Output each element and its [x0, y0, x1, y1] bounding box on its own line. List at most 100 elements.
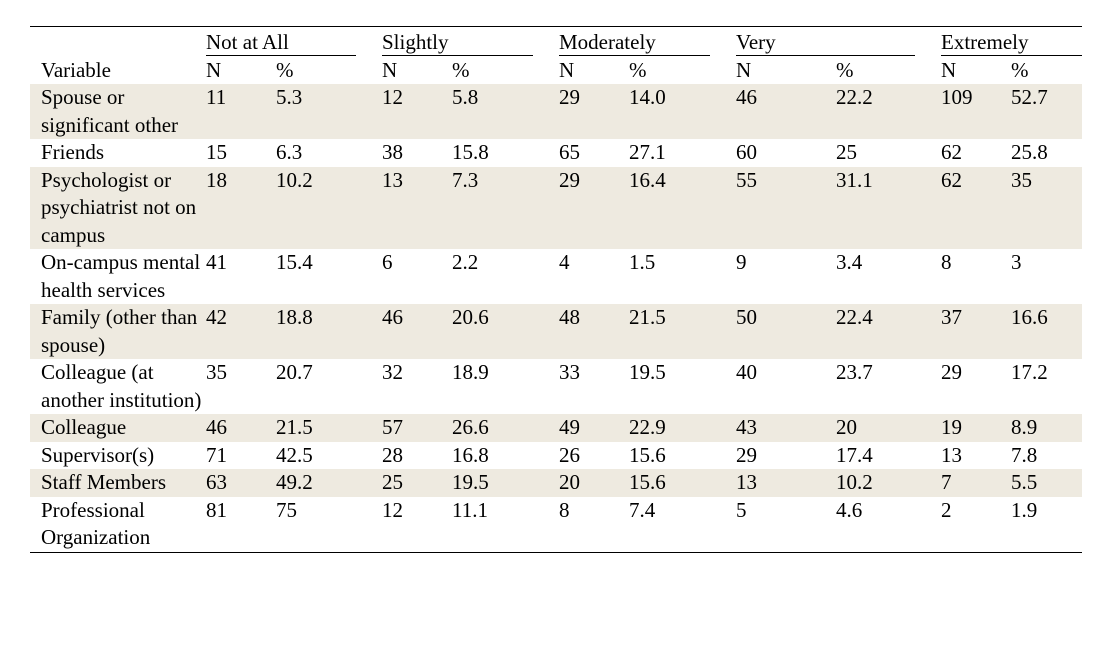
n-cell: 4 [559, 250, 570, 274]
group-header-extremely: Extremely [941, 27, 1083, 56]
n-cell: 25 [382, 469, 452, 497]
pct-cell: 21.5 [629, 304, 737, 359]
pct-cell: 1.5 [629, 250, 656, 274]
n-cell: 33 [559, 360, 580, 384]
n-cell: 48 [559, 304, 629, 359]
n-cell: 2 [941, 497, 952, 522]
n-cell: 6 [382, 250, 393, 274]
pct-cell: 17.2 [1011, 360, 1048, 384]
group-label: Very [736, 30, 776, 54]
n-cell: 63 [206, 469, 276, 497]
table-row: Psychologist or psychiatrist not on camp… [30, 166, 1083, 249]
table-row: Staff Members 63 49.2 25 19.5 20 15.6 13 10.2 7 5.… [30, 469, 1083, 497]
pct-cell: 16.8 [452, 442, 489, 467]
n-cell: 50 [736, 304, 837, 359]
pct-cell: 7.8 [1011, 442, 1038, 467]
variable-cell: Family (other than spouse) [30, 304, 206, 359]
group-header-slightly: Slightly [382, 27, 559, 56]
variable-cell: Professional Organization [41, 497, 151, 550]
n-cell: 12 [382, 497, 403, 522]
pct-cell: 10.2 [276, 166, 382, 249]
n-cell: 32 [382, 360, 403, 384]
n-column-header: N [206, 58, 222, 82]
pct-cell: 75 [276, 497, 297, 522]
pct-cell: 35 [1011, 166, 1083, 249]
pct-cell: 21.5 [276, 414, 382, 442]
pct-cell: 3 [1011, 250, 1022, 274]
pct-cell: 18.9 [452, 360, 489, 384]
pct-cell: 5.3 [276, 84, 382, 139]
pct-cell: 20 [836, 414, 942, 442]
group-label: Not at All [206, 30, 289, 54]
pct-cell: 15.6 [629, 442, 666, 467]
pct-cell: 16.6 [1011, 304, 1083, 359]
pct-column-header: % [276, 58, 294, 82]
n-cell: 13 [382, 166, 452, 249]
n-cell: 29 [736, 442, 758, 467]
pct-cell: 11.1 [452, 497, 488, 522]
pct-cell: 2.2 [452, 250, 479, 274]
table-row: Colleague 46 21.5 57 26.6 49 22.9 43 20 19 8.9 [30, 414, 1083, 442]
pct-column-header: % [836, 58, 854, 82]
pct-cell: 22.9 [629, 414, 737, 442]
n-cell: 15 [206, 140, 227, 164]
n-cell: 26 [559, 442, 580, 467]
n-cell: 60 [736, 140, 758, 164]
n-cell: 109 [941, 84, 1012, 139]
n-cell: 46 [206, 414, 276, 442]
n-cell: 35 [206, 360, 227, 384]
table-body: Spouse or significant other 11 5.3 12 5.8 29 1… [30, 84, 1083, 553]
data-table: Not at All Slightly Moderately Very Extr… [30, 26, 1083, 553]
n-cell: 49 [559, 414, 629, 442]
pct-cell: 19.5 [452, 469, 559, 497]
pct-cell: 3.4 [836, 250, 863, 274]
pct-cell: 20.6 [452, 304, 559, 359]
pct-cell: 6.3 [276, 140, 303, 164]
n-cell: 7 [941, 469, 1012, 497]
pct-cell: 52.7 [1011, 84, 1083, 139]
n-column-header: N [736, 58, 752, 82]
pct-cell: 4.6 [836, 497, 863, 522]
pct-cell: 15.6 [629, 469, 737, 497]
group-header-very: Very [736, 27, 941, 56]
variable-cell: Staff Members [30, 469, 206, 497]
n-cell: 8 [941, 250, 952, 274]
pct-cell: 10.2 [836, 469, 942, 497]
table-row: Spouse or significant other 11 5.3 12 5.8 29 1… [30, 84, 1083, 139]
group-label: Moderately [559, 30, 656, 54]
pct-cell: 7.3 [452, 166, 559, 249]
n-cell: 43 [736, 414, 837, 442]
pct-column-header: % [629, 58, 647, 82]
pct-cell: 31.1 [836, 166, 942, 249]
n-cell: 65 [559, 140, 580, 164]
pct-cell: 18.8 [276, 304, 382, 359]
n-cell: 13 [736, 469, 837, 497]
variable-column-header: Variable [41, 58, 111, 82]
column-header-row: Variable N % N % N % N % N % [30, 56, 1082, 84]
variable-cell: On-campus mental health services [41, 250, 201, 302]
pct-cell: 8.9 [1011, 414, 1083, 442]
pct-cell: 23.7 [836, 360, 873, 384]
pct-cell: 27.1 [629, 140, 666, 164]
group-header-not-at-all: Not at All [206, 27, 382, 56]
n-cell: 5 [736, 497, 747, 522]
n-cell: 12 [382, 84, 452, 139]
n-cell: 62 [941, 166, 1012, 249]
pct-cell: 16.4 [629, 166, 737, 249]
pct-cell: 14.0 [629, 84, 737, 139]
n-cell: 81 [206, 497, 227, 522]
n-cell: 71 [206, 442, 227, 467]
table-row: Friends 15 6.3 38 15.8 65 27.1 60 25 62 25.8 [30, 139, 1082, 167]
pct-cell: 1.9 [1011, 497, 1038, 522]
pct-cell: 22.4 [836, 304, 942, 359]
n-cell: 38 [382, 140, 403, 164]
n-cell: 37 [941, 304, 1012, 359]
pct-cell: 22.2 [836, 84, 942, 139]
variable-cell: Friends [41, 140, 104, 164]
variable-cell: Supervisor(s) [41, 442, 155, 467]
pct-cell: 20.7 [276, 360, 313, 384]
variable-cell: Colleague (at another institution) [41, 360, 202, 412]
n-cell: 29 [941, 360, 963, 384]
n-cell: 29 [559, 166, 629, 249]
table-row: Professional Organization 81 75 12 11.1 8 7.4 5… [30, 497, 1082, 553]
